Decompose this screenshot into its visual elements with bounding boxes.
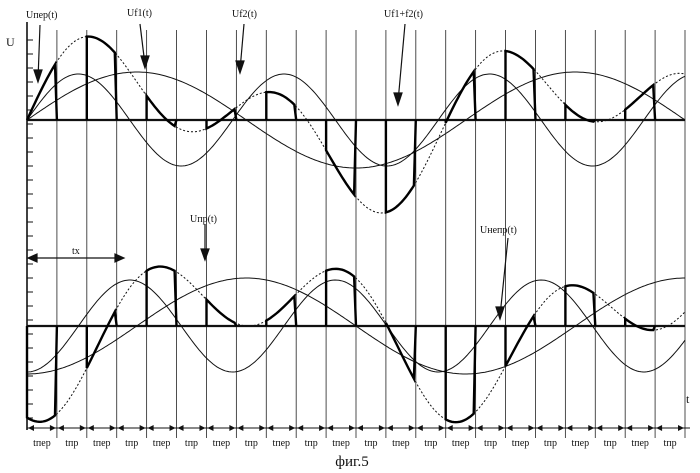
arrow-head-right xyxy=(259,425,265,431)
arrow-head-right xyxy=(439,425,445,431)
arrow-head-left xyxy=(417,425,423,431)
gated-segment xyxy=(386,120,416,212)
arrow-head-left xyxy=(477,425,483,431)
arrow-head-right xyxy=(588,425,594,431)
gated-segment xyxy=(147,96,177,126)
gated-segment xyxy=(207,300,237,326)
arrow-head-left xyxy=(88,425,94,431)
interval-label: tпр xyxy=(604,438,617,449)
arrow-head-right xyxy=(409,425,415,431)
interval-label: tпер xyxy=(452,438,470,449)
arrow-head-right xyxy=(379,425,385,431)
arrow-head-left xyxy=(447,425,453,431)
arrow-head-left xyxy=(267,425,273,431)
arrow-head-left xyxy=(357,425,363,431)
label-t-x: tx xyxy=(72,246,80,257)
gated-segment xyxy=(625,85,655,120)
arrow-head-left xyxy=(387,425,393,431)
arrow-head-right xyxy=(469,425,475,431)
time-grid xyxy=(57,30,685,438)
label-u-np: Uпр(t) xyxy=(190,214,217,225)
interval-labels: tпер tпр tпер tпр tпер tпр tпер tпр tпер tпр tпер t… xyxy=(33,438,676,449)
arrow-head-left xyxy=(566,425,572,431)
arrow-head-left xyxy=(178,425,184,431)
interval-label: tпр xyxy=(185,438,198,449)
interval-label: tпр xyxy=(245,438,258,449)
interval-label: tпер xyxy=(332,438,350,449)
arrow-head-right xyxy=(199,425,205,431)
interval-label: tпр xyxy=(484,438,497,449)
interval-label: tпр xyxy=(424,438,437,449)
arrow-head-right xyxy=(319,425,325,431)
arrow-head-right xyxy=(110,425,116,431)
interval-label: tпер xyxy=(213,438,231,449)
arrow-head-left xyxy=(656,425,662,431)
interval-label: tпр xyxy=(364,438,377,449)
interval-label: tпр xyxy=(305,438,318,449)
arrow-head-right xyxy=(618,425,624,431)
arrow-head-right xyxy=(349,425,355,431)
arrow-head-right xyxy=(499,425,505,431)
label-pointers xyxy=(28,24,508,319)
interval-label: tпр xyxy=(125,438,138,449)
label-u-f1: Uf1(t) xyxy=(127,8,152,19)
arrow-head-right xyxy=(50,425,56,431)
gated-segment xyxy=(326,269,356,326)
arrow-head-left xyxy=(327,425,333,431)
gated-segment xyxy=(625,319,655,330)
gated-segment xyxy=(207,109,237,128)
arrow-head-right xyxy=(648,425,654,431)
arrow-head-left xyxy=(58,425,64,431)
label-u-nenp: Uнепр(t) xyxy=(480,225,517,236)
gated-segment xyxy=(266,296,296,326)
arrow-head-right xyxy=(170,425,176,431)
gated-segment xyxy=(87,312,117,368)
arrow-head-right xyxy=(678,425,684,431)
interval-label: tпер xyxy=(631,438,649,449)
gated-segment xyxy=(326,120,356,195)
interval-label: tпер xyxy=(93,438,111,449)
arrow-head-right xyxy=(528,425,534,431)
label-u-f1f2: Uf1+f2(t) xyxy=(384,9,423,20)
interval-label: tпер xyxy=(33,438,51,449)
interval-label: tпр xyxy=(663,438,676,449)
arrow-head-right xyxy=(289,425,295,431)
arrow-head-left xyxy=(507,425,513,431)
interval-label: tпр xyxy=(65,438,78,449)
arrow-head-right xyxy=(558,425,564,431)
arrow-head-left xyxy=(297,425,303,431)
gated-segment xyxy=(565,285,595,326)
arrow-head-left xyxy=(536,425,542,431)
arrow-head-left xyxy=(118,425,124,431)
gated-segment xyxy=(386,323,416,379)
interval-label: tпер xyxy=(272,438,290,449)
y-axis-label: U xyxy=(6,35,15,49)
gated-segment xyxy=(147,267,177,326)
arrow-head-right xyxy=(80,425,86,431)
arrow-head-right xyxy=(229,425,235,431)
arrow-head-left xyxy=(596,425,602,431)
arrow-head-left xyxy=(28,425,34,431)
interval-label: tпер xyxy=(512,438,530,449)
interval-label: tпер xyxy=(572,438,590,449)
interval-label: tпер xyxy=(392,438,410,449)
arrow-head-left xyxy=(207,425,213,431)
gated-segment xyxy=(266,92,296,120)
label-u-nep: Uпер(t) xyxy=(26,10,57,21)
x-axis-label: t xyxy=(686,392,690,406)
arrow-head-left xyxy=(237,425,243,431)
gated-segment xyxy=(446,72,476,123)
arrow-head-left xyxy=(148,425,154,431)
arrow-head-right xyxy=(140,425,146,431)
figure-caption: фиг.5 xyxy=(335,454,368,470)
gated-segment xyxy=(27,65,57,120)
gated-segment xyxy=(506,316,536,366)
interval-label: tпр xyxy=(544,438,557,449)
arrow-head-left xyxy=(626,425,632,431)
interval-label: tпер xyxy=(153,438,171,449)
label-u-f2: Uf2(t) xyxy=(232,9,257,20)
